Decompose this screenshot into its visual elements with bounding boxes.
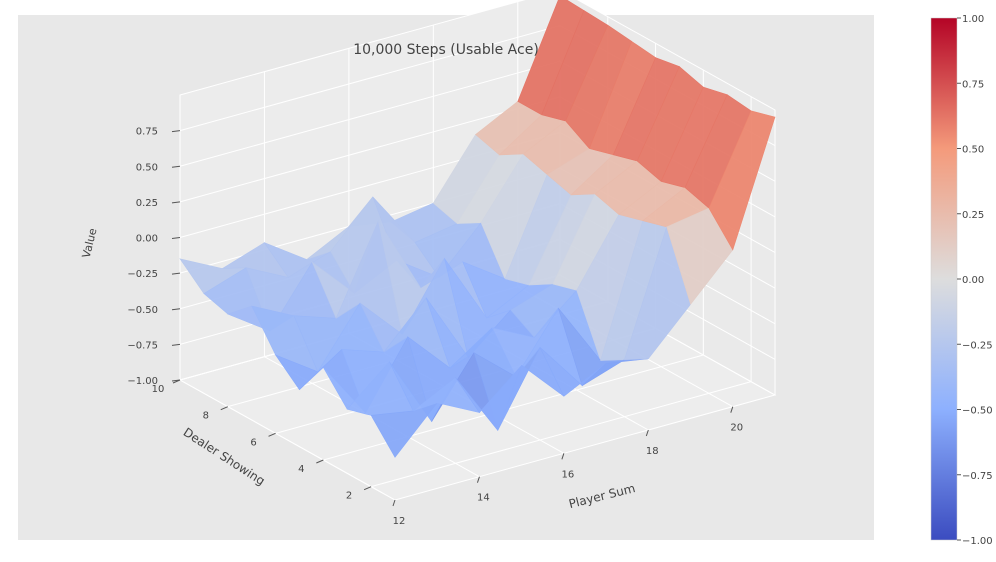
x-tick-mark	[476, 476, 480, 483]
y-tick-label: 8	[203, 411, 209, 422]
gridline-z-back	[179, 96, 561, 203]
colorbar-tick-label: 0.50	[962, 145, 984, 156]
z-tick-label: −0.25	[127, 269, 158, 280]
x-tick-label: 12	[393, 516, 406, 527]
chart-title: 10,000 Steps (Usable Ace)	[353, 42, 539, 58]
gridline-z-back	[179, 60, 561, 167]
x-tick-mark	[730, 406, 734, 413]
z-tick-label: 0.75	[136, 127, 158, 138]
z-tick-mark	[171, 308, 181, 311]
colorbar-tick-label: −1.00	[962, 536, 993, 547]
y-tick-mark	[268, 432, 276, 437]
z-tick-mark	[171, 165, 181, 168]
z-tick-mark	[171, 343, 181, 346]
colorbar-tick-label: −0.25	[962, 340, 993, 351]
y-tick-label: 2	[346, 491, 352, 502]
gridline-x-floor	[179, 379, 396, 501]
y-tick-label: 10	[152, 384, 165, 395]
colorbar-tick-label: −0.50	[962, 406, 993, 417]
z-tick-mark	[171, 379, 181, 382]
colorbar-ticks: 1.00 0.75 0.50 0.25 0.00 −0.25 −0.50 −0.75 −1.00	[957, 14, 993, 547]
x-tick-label: 14	[477, 493, 490, 504]
gridline-y-floor	[370, 381, 752, 488]
surface-patch	[708, 110, 776, 251]
z-tick-label: −1.00	[127, 376, 158, 387]
colorbar-tick-label: −0.75	[962, 471, 993, 482]
y-tick-mark	[363, 486, 372, 491]
x-tick-mark	[392, 499, 396, 507]
colorbar-tick-label: 0.25	[962, 210, 984, 221]
x-tick-mark	[645, 429, 649, 437]
y-tick-mark	[220, 406, 228, 411]
colorbar-tick-label: 0.00	[962, 275, 984, 286]
z-tick-mark	[171, 237, 181, 239]
z-tick-mark	[171, 272, 181, 275]
x-tick-mark	[561, 453, 565, 460]
colorbar-tick-label: 0.75	[962, 79, 984, 90]
colorbar-strip	[930, 17, 958, 541]
surface	[179, 0, 776, 458]
z-tick-label: 0.50	[136, 162, 158, 173]
z-tick-label: 0.00	[136, 234, 158, 245]
z-tick-label: −0.50	[127, 305, 158, 316]
x-tick-label: 18	[646, 446, 659, 457]
colorbar-tick-label: 1.00	[962, 14, 984, 25]
axis-ticks: 12 14 16 18 20 2 4 6 8 10−1.00 −0.75 −0.50 −0.25 0.00…	[127, 127, 743, 527]
z-tick-mark	[171, 201, 181, 204]
colorbar: 1.00 0.75 0.50 0.25 0.00 −0.25 −0.50 −0.75 −1.00	[930, 14, 993, 547]
x-tick-label: 16	[562, 469, 575, 480]
y-tick-label: 4	[298, 464, 304, 475]
z-tick-mark	[171, 130, 181, 133]
gridline-z-back	[179, 25, 561, 132]
x-tick-label: 20	[730, 423, 743, 434]
z-tick-label: 0.25	[136, 198, 158, 209]
z-tick-label: −0.75	[127, 340, 158, 351]
y-tick-mark	[316, 459, 324, 464]
y-tick-label: 6	[250, 437, 256, 448]
